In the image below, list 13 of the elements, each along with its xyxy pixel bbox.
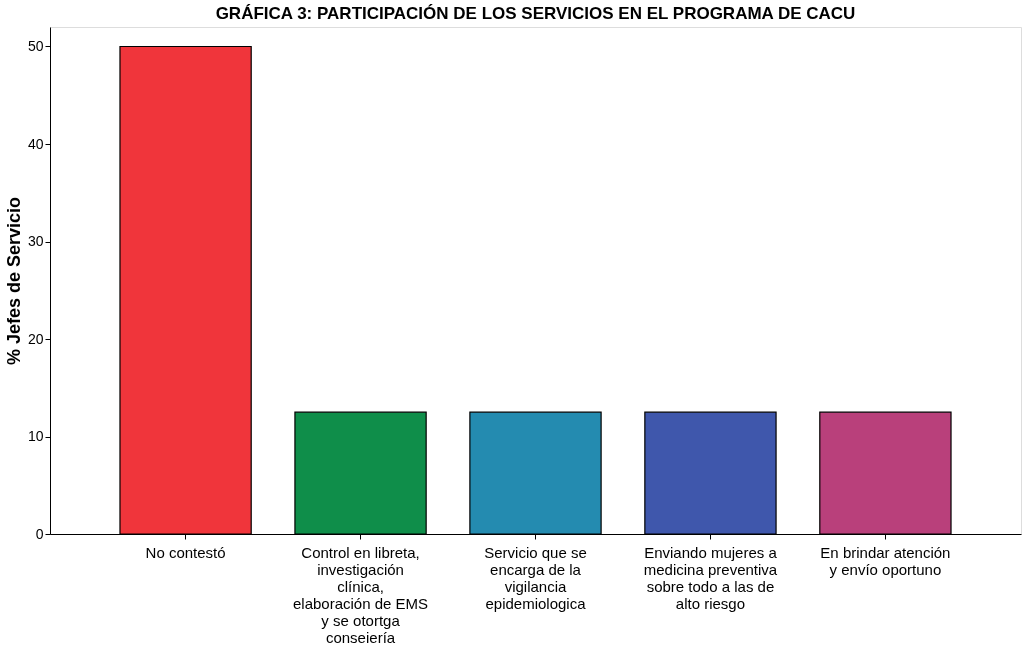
y-tick-label: 0 xyxy=(35,525,44,542)
y-tick-label: 20 xyxy=(27,330,44,347)
y-axis-title: % Jefes de Servicio xyxy=(3,196,24,366)
x-tick-label: Servicio que se encarga de la vigilancia epidemiologica xyxy=(484,543,587,612)
x-tick-label: No contestó xyxy=(145,543,226,561)
y-tick-label: 50 xyxy=(27,38,44,54)
x-tick-label: Enviando mujeres a medicina preventiva sobre todo a las de alto riesgo xyxy=(643,543,778,612)
chart-title: GRÁFICA 3: PARTICIPACIÓN DE LOS SERVICIOS EN EL PROGRAMA DE CACU xyxy=(215,4,856,23)
x-tick-label: En brindar atención y envío oportuno xyxy=(820,543,951,578)
x-tick-label: Control en libreta, investigación clínica, elaboración de EMS y se otortga conseiería xyxy=(293,543,429,646)
y-tick-label: 40 xyxy=(27,135,44,152)
y-tick-label: 10 xyxy=(27,428,44,444)
y-tick-label: 30 xyxy=(27,233,44,249)
